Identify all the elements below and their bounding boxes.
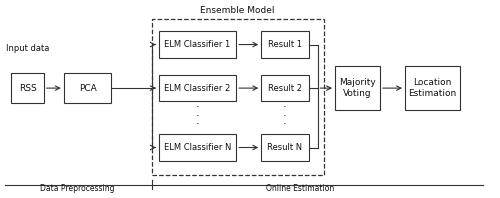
Text: ·
·
·: · · · bbox=[283, 102, 287, 129]
Text: Ensemble Model: Ensemble Model bbox=[200, 6, 275, 15]
Text: Result 1: Result 1 bbox=[268, 40, 302, 49]
FancyBboxPatch shape bbox=[261, 75, 308, 101]
FancyBboxPatch shape bbox=[159, 31, 236, 58]
Text: ELM Classifier 1: ELM Classifier 1 bbox=[164, 40, 230, 49]
FancyBboxPatch shape bbox=[11, 73, 44, 103]
FancyBboxPatch shape bbox=[159, 75, 236, 101]
Text: Data Preprocessing: Data Preprocessing bbox=[40, 184, 115, 193]
Text: ELM Classifier N: ELM Classifier N bbox=[164, 143, 231, 152]
FancyBboxPatch shape bbox=[261, 134, 308, 161]
Text: PCA: PCA bbox=[78, 84, 96, 93]
FancyBboxPatch shape bbox=[64, 73, 111, 103]
Text: RSS: RSS bbox=[18, 84, 36, 93]
Text: Location
Estimation: Location Estimation bbox=[408, 78, 457, 98]
FancyBboxPatch shape bbox=[405, 66, 460, 110]
FancyBboxPatch shape bbox=[159, 134, 236, 161]
Text: Result N: Result N bbox=[268, 143, 302, 152]
Text: Input data: Input data bbox=[6, 44, 49, 53]
Text: ·
·
·: · · · bbox=[196, 102, 200, 129]
FancyBboxPatch shape bbox=[261, 31, 308, 58]
Text: ELM Classifier 2: ELM Classifier 2 bbox=[164, 84, 230, 93]
Text: Online Estimation: Online Estimation bbox=[266, 184, 334, 193]
FancyBboxPatch shape bbox=[335, 66, 380, 110]
Text: Majority
Voting: Majority Voting bbox=[339, 78, 376, 98]
Text: Result 2: Result 2 bbox=[268, 84, 302, 93]
